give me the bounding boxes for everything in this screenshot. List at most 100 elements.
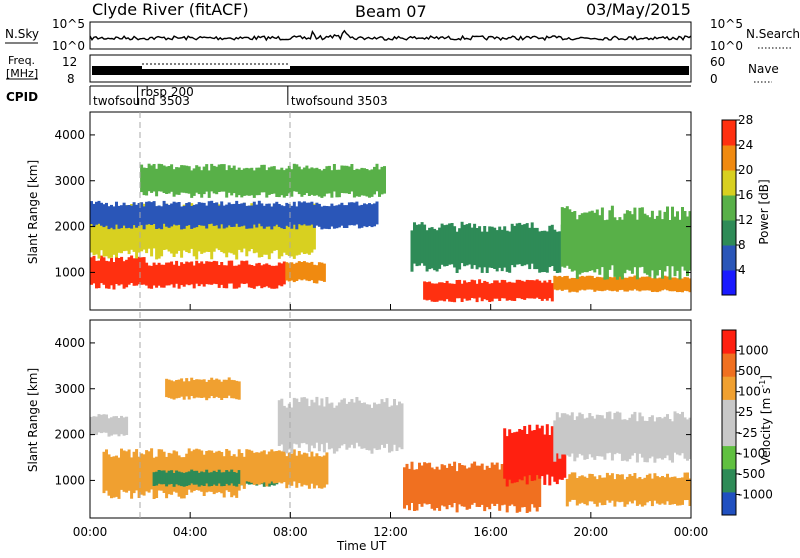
power-cell — [600, 207, 604, 268]
velocity-cell — [235, 380, 239, 400]
velocity-cell — [520, 429, 524, 481]
velocity-cell — [200, 471, 204, 486]
power-cell — [518, 222, 522, 265]
power-cell — [648, 217, 652, 277]
nave-tick-top: 60 — [710, 55, 725, 69]
power-cell — [325, 166, 329, 194]
velocity-cell — [610, 419, 614, 461]
power-cell — [90, 206, 93, 253]
velocity-cell — [503, 428, 507, 479]
power-cell — [428, 227, 432, 270]
velocity-cell — [320, 398, 324, 445]
velocity-cell — [671, 421, 674, 463]
velocity-cell — [643, 420, 647, 463]
power-cell — [237, 204, 241, 250]
velocity-colorbar-tick-label: -100 — [738, 446, 765, 460]
power-cell — [165, 203, 169, 227]
power-cell — [645, 215, 649, 275]
power-cell — [277, 169, 281, 198]
power-cell — [145, 201, 149, 225]
power-cell — [578, 214, 582, 275]
velocity-cell — [548, 435, 552, 486]
power-cell — [145, 262, 149, 286]
freq-label-bottom: [MHz] — [6, 67, 38, 80]
power-cell — [450, 223, 454, 265]
power-cell — [112, 262, 116, 290]
power-cell — [280, 167, 284, 196]
power-cell — [638, 207, 642, 268]
velocity-cell — [410, 461, 414, 503]
velocity-cell — [640, 479, 644, 507]
power-cell — [132, 258, 136, 286]
power-cell — [157, 163, 161, 192]
power-cell — [683, 211, 687, 271]
velocity-cell — [242, 456, 246, 489]
velocity-cell — [488, 467, 492, 510]
velocity-cell — [565, 478, 569, 507]
power-cell — [267, 167, 271, 195]
velocity-cell — [187, 381, 191, 400]
velocity-cell — [157, 470, 161, 484]
velocity-cell — [681, 477, 684, 505]
power-cell — [475, 228, 479, 270]
power-cell — [681, 278, 684, 293]
power-cell — [255, 263, 259, 287]
power-colorbar-swatch — [722, 245, 736, 271]
power-cell — [185, 206, 189, 252]
power-cell — [105, 202, 108, 226]
power-cell — [678, 278, 682, 292]
velocity-cell — [142, 454, 146, 496]
velocity-cell — [182, 381, 186, 400]
power-cell — [297, 261, 301, 280]
power-cell — [287, 210, 291, 257]
velocity-cell — [578, 412, 582, 454]
velocity-cell — [112, 416, 116, 435]
velocity-cell — [535, 470, 539, 512]
power-cell — [262, 208, 266, 255]
power-cell — [585, 212, 589, 273]
power-cell — [285, 202, 289, 226]
power-cell — [135, 204, 139, 228]
velocity-cell — [688, 417, 692, 459]
velocity-cell — [172, 381, 176, 400]
power-cell — [150, 165, 154, 193]
velocity-cell — [435, 466, 439, 508]
power-cell — [267, 264, 271, 288]
power-cell — [463, 224, 467, 267]
power-cell — [152, 164, 156, 192]
power-cell — [558, 275, 562, 290]
velocity-cell — [230, 469, 234, 484]
power-cell — [265, 263, 269, 287]
power-cell — [235, 213, 239, 260]
power-cell — [315, 202, 319, 226]
velocity-cell — [300, 454, 304, 487]
velocity-cell — [681, 411, 684, 454]
power-colorbar-tick-label: 8 — [738, 238, 746, 252]
velocity-cell — [225, 470, 229, 484]
power-cell — [267, 203, 271, 227]
velocity-colorbar-tick-label: 1000 — [738, 344, 769, 358]
power-cell — [342, 205, 346, 228]
power-cell — [260, 265, 264, 289]
power-cell — [683, 277, 687, 291]
velocity-cell — [190, 377, 194, 396]
power-cell — [460, 283, 464, 302]
power-cell — [207, 201, 211, 225]
power-cell — [232, 208, 236, 255]
velocity-cell — [227, 471, 231, 486]
power-cell — [157, 205, 161, 229]
velocity-cell — [117, 418, 121, 437]
power-cell — [210, 213, 214, 260]
velocity-cell — [523, 465, 527, 507]
velocity-cell — [207, 450, 211, 492]
velocity-cell — [550, 426, 554, 477]
power-cell — [563, 208, 567, 268]
power-cell — [160, 264, 164, 288]
power-cell — [413, 222, 416, 264]
power-cell — [380, 166, 384, 195]
range-tick-label: 4000 — [54, 336, 85, 350]
power-cell — [590, 275, 594, 290]
power-cell — [322, 168, 326, 197]
power-cell — [320, 206, 324, 230]
power-cell — [245, 260, 249, 284]
